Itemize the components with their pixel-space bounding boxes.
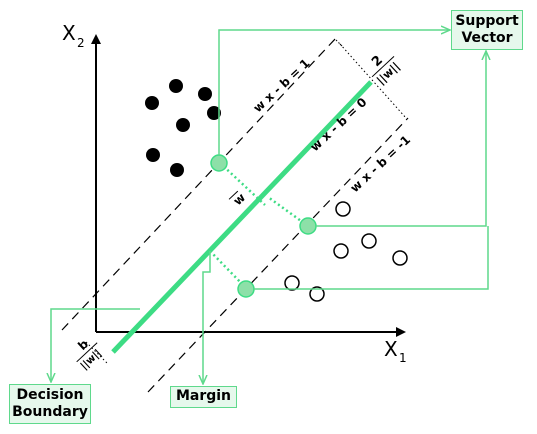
decision-boundary-label-line1: Decision: [16, 387, 84, 403]
class-a-point: [145, 96, 159, 110]
class-a-point: [170, 163, 184, 177]
support-vector-connector-2: [316, 52, 486, 227]
perpendicular-dots-3: [209, 250, 247, 289]
offset-dimension-line: [85, 341, 109, 365]
decision-boundary-line: [111, 80, 373, 354]
decision-boundary-connector: [51, 308, 140, 381]
decision-boundary-label-line2: Boundary: [12, 404, 88, 420]
perpendicular-dots-1: [219, 162, 266, 206]
class-b-point: [361, 233, 377, 249]
y-axis-subscript: 2: [77, 36, 85, 50]
class-a-point: [146, 148, 160, 162]
upper-line-equation: w x - b = 1: [250, 56, 312, 115]
upper-margin-line: [61, 37, 337, 331]
support-vector-point: [299, 217, 317, 235]
class-a-point: [169, 79, 183, 93]
support-vector-connector-3: [254, 226, 489, 290]
lower-margin-line: [147, 117, 409, 393]
class-b-point: [335, 201, 351, 217]
lower-line-equation: w x - b = -1: [347, 133, 413, 196]
margin-fraction-bar: [371, 55, 395, 78]
boundary-equation: w x - b = 0: [307, 95, 369, 154]
class-b-point: [284, 275, 300, 291]
perpendicular-dots-2: [267, 195, 309, 228]
class-a-point: [198, 87, 212, 101]
margin-dimension-tick-1: [335, 39, 343, 47]
margin-label-text: Margin: [175, 388, 232, 404]
margin-fraction-numerator: 2: [369, 53, 386, 70]
margin-label: Margin: [170, 386, 237, 408]
support-vector-label-line2: Vector: [461, 30, 513, 46]
normal-vector-bar: [228, 190, 239, 200]
class-b-point: [333, 243, 349, 259]
x-axis-label: X: [384, 337, 398, 361]
support-vector-label-line1: Support: [455, 13, 519, 29]
class-a-point: [207, 106, 221, 120]
support-vector-point: [210, 154, 228, 172]
y-axis-label: X: [62, 21, 76, 45]
class-a-point: [176, 118, 190, 132]
support-vector-label: Support Vector: [451, 10, 523, 50]
class-b-point: [309, 286, 325, 302]
support-vector-connector-1: [218, 30, 449, 155]
class-b-point: [392, 250, 408, 266]
margin-dimension-line: [339, 43, 407, 119]
offset-fraction-bar: [76, 342, 98, 363]
decision-boundary-label: Decision Boundary: [9, 384, 91, 424]
normal-vector-label: w: [230, 190, 248, 208]
support-vector-point: [237, 280, 255, 298]
x-axis-subscript: 1: [399, 351, 407, 365]
margin-connector: [203, 251, 211, 383]
